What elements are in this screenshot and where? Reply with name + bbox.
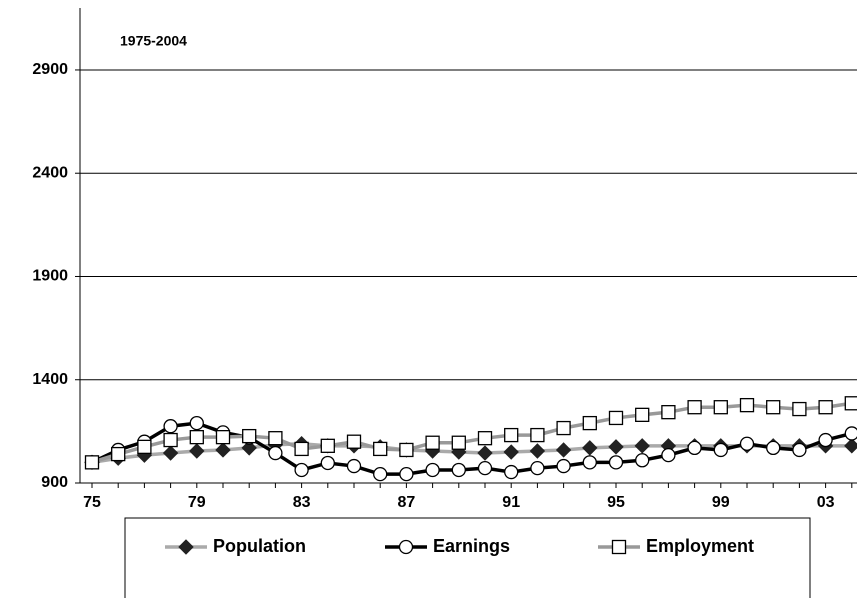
- marker: [635, 407, 650, 422]
- marker: [399, 466, 414, 482]
- marker: [818, 432, 833, 448]
- marker: [268, 431, 283, 446]
- marker: [844, 396, 857, 411]
- marker: [608, 410, 624, 426]
- marker: [503, 444, 519, 460]
- marker: [373, 441, 388, 457]
- annotation: 1975-2004: [120, 33, 187, 49]
- marker: [178, 539, 194, 555]
- marker: [504, 464, 519, 480]
- series-line: [91, 421, 853, 476]
- marker: [556, 458, 571, 474]
- marker: [294, 462, 309, 478]
- marker: [241, 440, 257, 456]
- marker: [844, 438, 857, 454]
- marker: [792, 442, 807, 458]
- marker: [373, 466, 388, 482]
- marker: [477, 460, 493, 476]
- marker: [661, 405, 676, 420]
- marker: [530, 460, 545, 476]
- marker: [608, 439, 624, 455]
- marker: [215, 430, 231, 445]
- marker: [818, 400, 833, 415]
- marker: [425, 462, 440, 478]
- marker: [713, 442, 728, 458]
- x-tick-label: 91: [502, 494, 520, 511]
- y-tick-label: 2400: [32, 164, 68, 181]
- marker: [529, 443, 546, 459]
- marker: [713, 400, 728, 415]
- marker: [425, 435, 440, 450]
- marker: [556, 420, 571, 436]
- marker: [189, 430, 204, 445]
- marker: [451, 435, 466, 450]
- legend-label: Employment: [646, 536, 754, 556]
- marker: [398, 539, 414, 555]
- y-tick-label: 2900: [32, 61, 68, 78]
- marker: [766, 400, 781, 415]
- marker: [739, 397, 755, 413]
- marker: [137, 439, 152, 455]
- marker: [739, 436, 755, 451]
- marker: [320, 438, 335, 453]
- marker: [399, 442, 414, 458]
- marker: [163, 432, 178, 448]
- marker: [582, 440, 598, 456]
- marker: [844, 426, 857, 441]
- x-tick-label: 03: [817, 494, 835, 511]
- marker: [111, 446, 126, 462]
- marker: [451, 462, 466, 478]
- marker: [687, 400, 702, 415]
- legend-box: [124, 517, 811, 598]
- marker: [477, 431, 493, 446]
- y-tick-label: 1900: [32, 268, 68, 285]
- marker: [346, 458, 362, 474]
- marker: [477, 445, 493, 461]
- marker: [162, 445, 179, 461]
- marker: [611, 539, 627, 555]
- marker: [320, 455, 335, 471]
- marker: [268, 445, 283, 461]
- x-tick-label: 87: [398, 494, 416, 511]
- x-tick-label: 99: [712, 494, 730, 511]
- marker: [792, 401, 807, 417]
- marker: [582, 455, 597, 470]
- marker: [608, 455, 624, 470]
- marker: [687, 440, 702, 456]
- marker: [661, 447, 676, 463]
- marker: [294, 441, 309, 457]
- x-tick-label: 75: [83, 494, 101, 511]
- y-tick-label: 1400: [32, 371, 68, 388]
- legend-label: Earnings: [433, 536, 510, 556]
- marker: [242, 428, 257, 444]
- marker: [189, 415, 204, 431]
- legend-label: Population: [213, 536, 306, 556]
- marker: [163, 419, 178, 434]
- y-tick-label: 900: [41, 474, 68, 491]
- x-tick-label: 83: [293, 494, 311, 511]
- marker: [84, 455, 100, 470]
- marker: [582, 415, 597, 431]
- marker: [530, 427, 545, 443]
- x-tick-label: 95: [607, 494, 625, 511]
- marker: [634, 438, 650, 454]
- marker: [635, 453, 650, 468]
- marker: [766, 440, 781, 456]
- marker: [504, 427, 519, 443]
- marker: [555, 442, 572, 458]
- marker: [189, 443, 205, 459]
- x-tick-label: 79: [188, 494, 206, 511]
- marker: [215, 442, 231, 458]
- marker: [346, 434, 362, 449]
